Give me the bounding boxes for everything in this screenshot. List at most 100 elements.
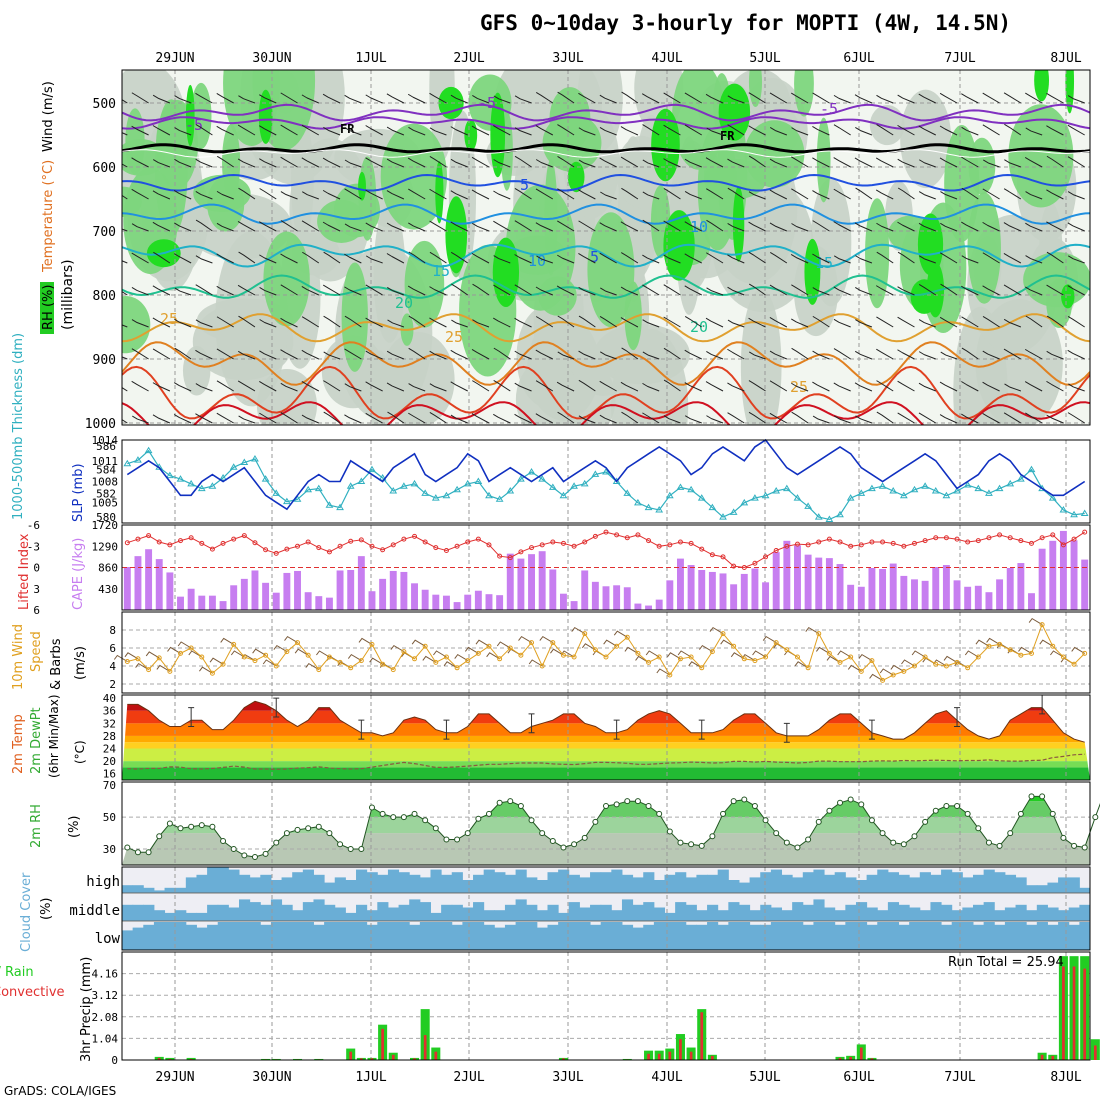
cloud-bar — [951, 910, 963, 921]
wind-barb — [216, 380, 234, 392]
cloud-bar — [1058, 877, 1070, 893]
wind-barb — [706, 219, 724, 232]
wind-barb — [556, 285, 575, 296]
wind-barb — [344, 159, 362, 168]
rh-shade-bright — [435, 161, 444, 224]
cloud-bar — [196, 927, 208, 950]
bottom-date-29JUN: 29JUN — [155, 1070, 194, 1085]
cloud-bar — [813, 869, 825, 893]
cloud-bar — [356, 869, 368, 893]
wind-barb — [535, 316, 554, 328]
cloud-bar — [877, 910, 889, 921]
wind-barb — [152, 190, 171, 200]
cloud-bar — [1047, 924, 1059, 950]
wind-barb — [408, 347, 426, 360]
wind-barb — [386, 222, 405, 232]
wind-barb — [642, 219, 660, 232]
wind10-barb — [167, 646, 181, 654]
wind-barb — [152, 414, 171, 424]
wind-barb — [1025, 315, 1043, 328]
rh2m-point — [1017, 810, 1024, 817]
li-point — [954, 536, 960, 542]
wind-barb — [1046, 251, 1064, 264]
wind-barb — [152, 221, 171, 232]
li-point — [901, 543, 907, 549]
cloud-bar — [175, 910, 187, 921]
wind-barb — [535, 380, 554, 392]
cape-bar — [836, 564, 844, 610]
cape-bar — [687, 565, 695, 610]
cloud-bar — [919, 872, 931, 893]
wind-barb — [1025, 412, 1043, 424]
rh2m-point — [411, 810, 418, 817]
wind-barb — [705, 157, 724, 168]
cloud-bar — [675, 922, 687, 950]
cloud-bar — [600, 904, 612, 921]
wind-barb — [600, 191, 617, 200]
wind-barb — [791, 223, 809, 232]
rh2m-point — [1049, 810, 1056, 817]
li-point — [603, 529, 609, 535]
cloud-bar — [536, 880, 548, 893]
cloud-bar — [377, 874, 389, 893]
temperature-contour — [122, 243, 1090, 268]
cape-bar — [815, 557, 823, 610]
rh-shade-bright — [464, 119, 478, 151]
wind-barb — [918, 93, 936, 104]
wind10-barb — [709, 626, 724, 635]
cloud-bar — [770, 907, 783, 921]
thickness-point — [421, 489, 430, 496]
cape-bar — [336, 570, 344, 610]
wind-barb — [748, 125, 766, 136]
cloud-bar — [345, 922, 357, 950]
thickness-point — [634, 498, 642, 506]
wind-barb — [557, 124, 575, 136]
cloud-bar — [664, 874, 676, 893]
wind10-point — [529, 640, 535, 646]
cape-bar — [549, 569, 557, 610]
temperature-contour — [122, 341, 1090, 386]
rh2m-point — [1092, 814, 1099, 821]
li-point — [699, 546, 705, 552]
cloud-bar — [132, 885, 144, 893]
cloud-bar — [792, 902, 804, 921]
lower-panels: 5865845825801014101110081005-6-303617201… — [27, 434, 1100, 1067]
rh2m-point — [751, 802, 758, 809]
cloud-bar — [356, 904, 368, 921]
thickness-point — [431, 494, 440, 501]
cloud-bar — [898, 904, 910, 921]
li-point — [326, 549, 332, 555]
wind-barb — [727, 187, 745, 200]
wind-barb — [323, 315, 341, 328]
thickness-point — [644, 503, 653, 511]
cloud-bar — [696, 874, 708, 893]
wind-barb — [301, 94, 319, 104]
wind-barb — [471, 413, 490, 424]
thickness-point — [899, 491, 908, 499]
wind-barb — [1025, 92, 1043, 104]
wind-barb — [322, 93, 341, 104]
cape-bar — [964, 586, 972, 610]
wind-barb — [280, 92, 298, 104]
cloud-bar — [302, 902, 314, 921]
li-point — [273, 550, 279, 556]
wind-barb — [791, 127, 809, 136]
rh2m-point — [379, 810, 386, 817]
cloud-bar — [941, 869, 953, 893]
bottom-date-30JUN: 30JUN — [252, 1070, 291, 1085]
wind-barb — [429, 412, 447, 424]
rh2m-point — [539, 830, 546, 837]
wind-barb — [471, 252, 490, 264]
li-point — [571, 543, 577, 549]
thickness-point — [229, 463, 238, 470]
thickness-point — [846, 494, 855, 501]
top-date-4JUL: 4JUL — [651, 51, 682, 66]
rh2m-point — [273, 839, 280, 846]
wind-barb — [578, 286, 596, 296]
wind-barb — [493, 347, 511, 360]
wind-barb — [876, 411, 894, 424]
cloud-bar — [781, 910, 793, 921]
cloud-bar — [473, 922, 485, 950]
thickness-point — [729, 508, 738, 515]
wind-barb — [344, 315, 362, 328]
